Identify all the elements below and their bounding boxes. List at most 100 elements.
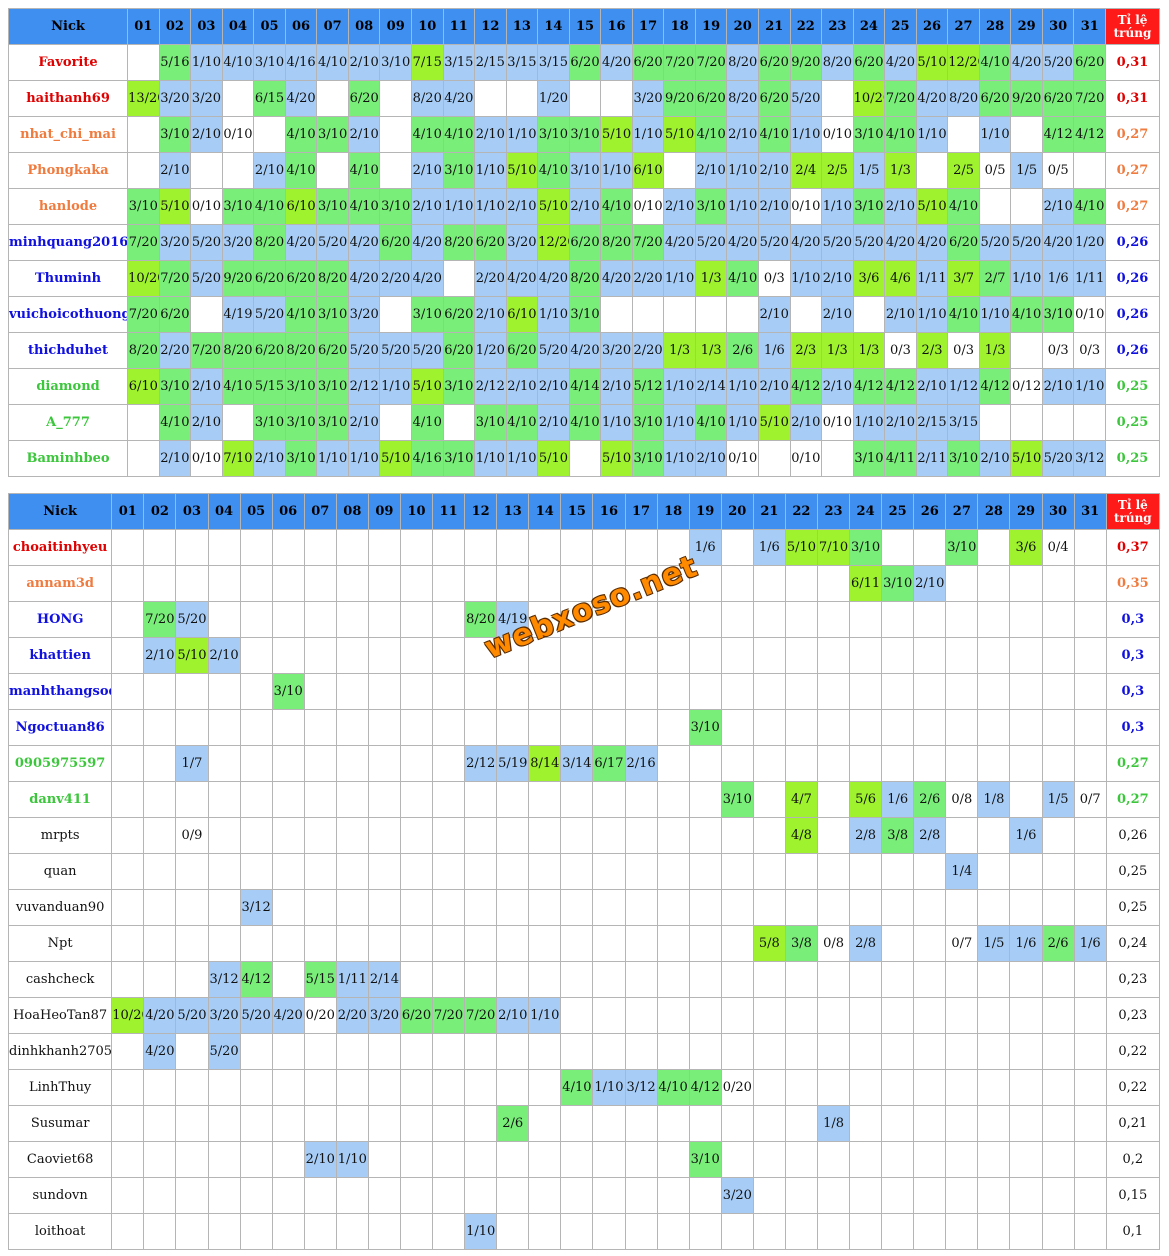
score-cell: 3/10 (1041, 296, 1075, 333)
nick-link[interactable]: Thuminh (7, 260, 129, 297)
score-cell (111, 889, 145, 926)
hit-rate-cell: 0,27 (1105, 745, 1161, 782)
score-cell (945, 817, 979, 854)
score-cell (207, 709, 241, 746)
score-cell: 3/10 (379, 44, 412, 81)
nick-link[interactable]: manhthangsode (7, 673, 113, 710)
score-cell: 3/20 (631, 80, 665, 117)
hit-rate-cell: 0,1 (1105, 1213, 1161, 1250)
score-cell: 6/20 (316, 332, 349, 369)
score-cell (720, 997, 754, 1034)
score-cell (656, 1141, 690, 1178)
nick-link[interactable]: Phongkaka (7, 152, 129, 189)
score-cell (239, 565, 273, 602)
nick-link[interactable]: dinhkhanh2705 (7, 1033, 113, 1070)
score-cell (175, 961, 209, 998)
score-cell: 3/10 (694, 188, 728, 225)
score-cell: 2/15 (474, 44, 507, 81)
nick-link[interactable]: thichduhet (7, 332, 129, 369)
nick-link[interactable]: minhquang2016 (7, 224, 129, 261)
score-cell (335, 781, 369, 818)
day-column-header: 31 (1073, 8, 1107, 45)
nick-link[interactable]: vuichoicothuongbg (7, 296, 129, 333)
nick-link[interactable]: hanlode (7, 188, 129, 225)
score-cell: 3/15 (442, 44, 476, 81)
nick-link[interactable]: Baminhbeo (7, 440, 129, 477)
nick-link[interactable]: Npt (7, 925, 113, 962)
score-cell (239, 673, 273, 710)
score-cell: 1/10 (663, 260, 696, 297)
nick-link[interactable]: quan (7, 853, 113, 890)
score-cell: 0/10 (1073, 296, 1107, 333)
score-cell: 1/11 (1073, 260, 1107, 297)
nick-link[interactable]: LinhThuy (7, 1069, 113, 1106)
score-cell (752, 637, 786, 674)
score-cell: 1/10 (726, 368, 759, 405)
nick-link[interactable]: Caoviet68 (7, 1141, 113, 1178)
score-cell (111, 1177, 145, 1214)
score-cell (399, 1105, 434, 1142)
score-cell (663, 296, 696, 333)
score-cell (624, 781, 658, 818)
score-cell: 5/20 (1010, 224, 1043, 261)
nick-link[interactable]: vuvanduan90 (7, 889, 113, 926)
score-cell: 2/6 (496, 1105, 530, 1142)
score-cell: 7/20 (464, 997, 498, 1034)
nick-link[interactable]: Ngoctuan86 (7, 709, 113, 746)
nick-link[interactable]: Susumar (7, 1105, 113, 1142)
score-cell (1041, 1177, 1075, 1214)
score-cell (752, 1033, 786, 1070)
score-cell (399, 961, 434, 998)
nick-link[interactable]: nhat_chi_mai (7, 116, 129, 153)
score-cell: 2/6 (726, 332, 759, 369)
score-cell (624, 1033, 658, 1070)
score-cell: 2/5 (947, 152, 980, 189)
score-cell: 3/20 (367, 997, 401, 1034)
score-cell (1009, 1033, 1043, 1070)
score-cell (528, 529, 562, 566)
score-cell: 1/10 (474, 152, 507, 189)
nick-link[interactable]: diamond (7, 368, 129, 405)
score-cell (207, 565, 241, 602)
nick-link[interactable]: danv411 (7, 781, 113, 818)
score-cell (1073, 817, 1107, 854)
score-cell (816, 1069, 851, 1106)
nick-link[interactable]: A_777 (7, 404, 129, 441)
score-cell (367, 1141, 401, 1178)
score-cell: 0/10 (631, 188, 665, 225)
score-cell (399, 1177, 434, 1214)
nick-link[interactable]: HONG (7, 601, 113, 638)
nick-link[interactable]: Favorite (7, 44, 129, 81)
nick-link[interactable]: haithanh69 (7, 80, 129, 117)
score-cell (127, 404, 160, 441)
score-cell: 5/15 (253, 368, 286, 405)
nick-link[interactable]: sundovn (7, 1177, 113, 1214)
score-cell: 6/20 (253, 260, 286, 297)
score-cell: 1/4 (945, 853, 979, 890)
score-cell: 3/10 (316, 116, 349, 153)
nick-link[interactable]: annam3d (7, 565, 113, 602)
score-cell (143, 745, 177, 782)
score-cell (303, 565, 337, 602)
ranking-table-top: Nick 01 02 03 04 05 06 07 08 09 10 11 12 13 14 15 16 17 1… (7, 8, 1160, 477)
nick-link[interactable]: cashcheck (7, 961, 113, 998)
score-cell (399, 601, 434, 638)
nick-link[interactable]: HoaHeoTan87 (7, 997, 113, 1034)
score-cell: 3/10 (852, 116, 886, 153)
hit-rate-cell: 0,31 (1105, 44, 1160, 81)
score-cell (592, 673, 626, 710)
score-cell (656, 997, 690, 1034)
score-cell (816, 1033, 851, 1070)
score-cell (977, 1069, 1011, 1106)
nick-link[interactable]: loithoat (7, 1213, 113, 1250)
score-cell (367, 781, 401, 818)
nick-link[interactable]: choaitinhyeu (7, 529, 113, 566)
nick-link[interactable]: 0905975597 (7, 745, 113, 782)
nick-link[interactable]: khattien (7, 637, 113, 674)
score-cell (881, 1069, 915, 1106)
score-cell (1073, 637, 1107, 674)
nick-link[interactable]: mrpts (7, 817, 113, 854)
score-cell: 4/12 (1041, 116, 1075, 153)
score-cell (399, 709, 434, 746)
day-column-header: 19 (694, 8, 728, 45)
